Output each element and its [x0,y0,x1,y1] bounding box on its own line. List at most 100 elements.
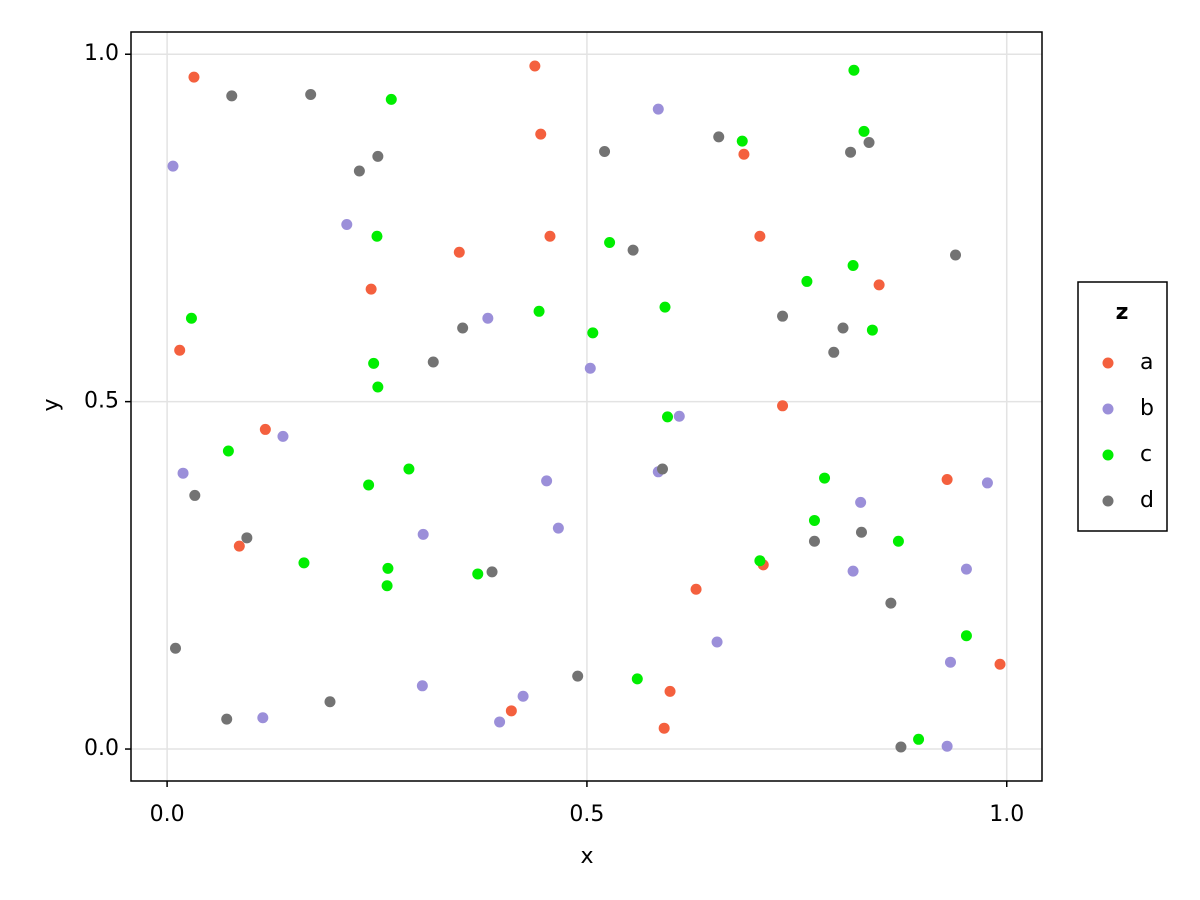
point [941,740,953,752]
point [541,475,553,487]
point [913,733,925,745]
point [960,630,972,642]
point [837,322,849,334]
point [658,722,670,734]
point [167,160,179,172]
point [572,670,584,682]
point [808,514,820,526]
point [673,410,685,422]
point [863,136,875,148]
x-tick-label: 0.0 [150,802,185,827]
point [482,312,494,324]
point [656,463,668,475]
point [855,496,867,508]
point [892,535,904,547]
point [944,656,956,668]
point [873,279,885,291]
point [808,535,820,547]
point [385,93,397,105]
x-axis-label: x [580,844,593,869]
legend-swatch [1102,495,1114,507]
point [222,445,234,457]
point [529,60,541,72]
point [777,400,789,412]
point [848,64,860,76]
point [627,244,639,256]
y-axis-label: y [39,398,64,411]
point [895,741,907,753]
y-tick-label: 0.5 [84,389,119,414]
point [801,275,813,287]
y-tick-label: 1.0 [84,41,119,66]
point [544,230,556,242]
point [711,636,723,648]
legend-label: b [1140,396,1154,421]
point [257,712,269,724]
point [298,557,310,569]
legend-frame [1077,281,1168,532]
point [353,165,365,177]
point [472,568,484,580]
point [738,148,750,160]
point [457,322,469,334]
point [365,283,377,295]
point [427,356,439,368]
point [233,540,245,552]
point [777,310,789,322]
point [188,71,200,83]
point [713,131,725,143]
point [552,522,564,534]
point [845,146,857,158]
legend-swatch [1102,357,1114,369]
point [259,423,271,435]
point [517,690,529,702]
point [486,566,498,578]
y-tick-label: 0.0 [84,736,119,761]
point [828,346,840,358]
legend-title: z [1116,300,1129,325]
point [277,430,289,442]
point [659,301,671,313]
point [754,230,766,242]
point [599,146,611,158]
point [416,680,428,692]
x-tick-label: 0.5 [569,802,604,827]
point [950,249,962,261]
point [584,362,596,374]
point [866,324,878,336]
point [858,125,870,137]
point [241,532,253,544]
point [453,246,465,258]
legend-label: c [1140,442,1152,467]
point [847,259,859,271]
x-tick-label: 1.0 [989,802,1024,827]
point [382,562,394,574]
point [631,673,643,685]
point [226,90,238,102]
point [372,150,384,162]
legend-swatch [1102,403,1114,415]
point [994,658,1006,670]
point [371,230,383,242]
point [174,344,186,356]
point [368,357,380,369]
point [189,489,201,501]
point [221,713,233,725]
point [324,696,336,708]
point [494,716,506,728]
point [185,312,197,324]
point [960,563,972,575]
point [855,526,867,538]
point [981,477,993,489]
point [941,473,953,485]
point [885,597,897,609]
point [417,528,429,540]
point [662,411,674,423]
point [341,218,353,230]
points [167,60,1006,753]
legend-swatch [1102,449,1114,461]
point [535,128,547,140]
